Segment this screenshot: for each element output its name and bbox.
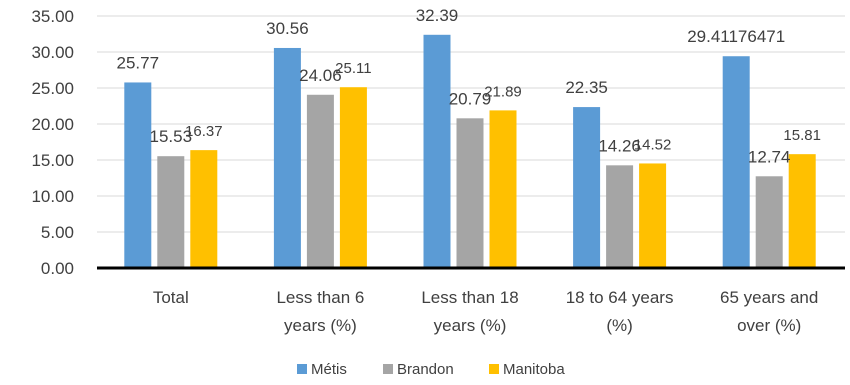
category-label: years (%) [434, 316, 507, 335]
bar-manitoba-2 [489, 110, 517, 268]
bar-brandon-3 [606, 165, 634, 268]
legend-label: Brandon [397, 361, 454, 378]
data-label: 15.53 [150, 127, 193, 146]
y-tick-label: 30.00 [31, 43, 74, 62]
y-tick-label: 5.00 [41, 223, 74, 242]
y-tick-label: 15.00 [31, 151, 74, 170]
bar-mtis-0 [124, 82, 152, 269]
data-label: 25.77 [117, 53, 160, 72]
data-label: 14.52 [634, 136, 672, 153]
data-label: 25.11 [335, 60, 371, 77]
y-tick-label: 0.00 [41, 259, 74, 278]
category-label: (%) [606, 316, 632, 335]
category-labels: Total Less than 6 years (%) Less than 18 yea… [153, 288, 819, 335]
category-label: Total [153, 288, 189, 307]
category-label: 65 years and [720, 288, 818, 307]
bar-brandon-1 [306, 94, 334, 268]
bar-mtis-4 [722, 56, 750, 269]
category-label: years (%) [284, 316, 357, 335]
bar-brandon-0 [157, 156, 185, 268]
bar-mtis-3 [573, 107, 601, 268]
legend-swatch [383, 364, 393, 374]
category-label: 18 to 64 years [566, 288, 674, 307]
data-label: 22.35 [565, 78, 608, 97]
data-label: 32.39 [416, 6, 459, 25]
data-label: 20.79 [449, 89, 492, 108]
data-label: 14.26 [598, 136, 641, 155]
data-label: 21.89 [484, 83, 522, 100]
legend-swatch [489, 364, 499, 374]
legend-swatch [297, 364, 307, 374]
bar-manitoba-3 [639, 163, 667, 268]
data-label: 24.06 [299, 66, 342, 85]
bars [124, 34, 816, 269]
legend-label: Métis [311, 361, 347, 378]
bar-manitoba-0 [190, 150, 218, 268]
legend-label: Manitoba [503, 361, 565, 378]
bar-brandon-4 [755, 176, 783, 268]
y-tick-label: 35.00 [31, 7, 74, 26]
data-label: 15.81 [783, 127, 821, 144]
bar-manitoba-1 [339, 87, 367, 268]
category-label: over (%) [737, 316, 801, 335]
y-tick-label: 10.00 [31, 187, 74, 206]
data-label: 16.37 [185, 123, 223, 140]
bar-brandon-2 [456, 118, 484, 268]
category-label: Less than 18 [421, 288, 518, 307]
data-label: 29.41176471 [687, 27, 785, 46]
y-tick-label: 20.00 [31, 115, 74, 134]
data-label: 30.56 [266, 19, 309, 38]
y-tick-label: 25.00 [31, 79, 74, 98]
legend: Métis Brandon Manitoba [297, 361, 565, 378]
bar-mtis-1 [273, 47, 301, 268]
category-label: Less than 6 [276, 288, 364, 307]
bar-mtis-2 [423, 34, 451, 269]
y-axis-tick-labels: 0.00 5.00 10.00 15.00 20.00 25.00 30.00 35.00 [31, 7, 74, 278]
bar-manitoba-4 [788, 154, 816, 268]
data-label: 12.74 [748, 147, 791, 166]
